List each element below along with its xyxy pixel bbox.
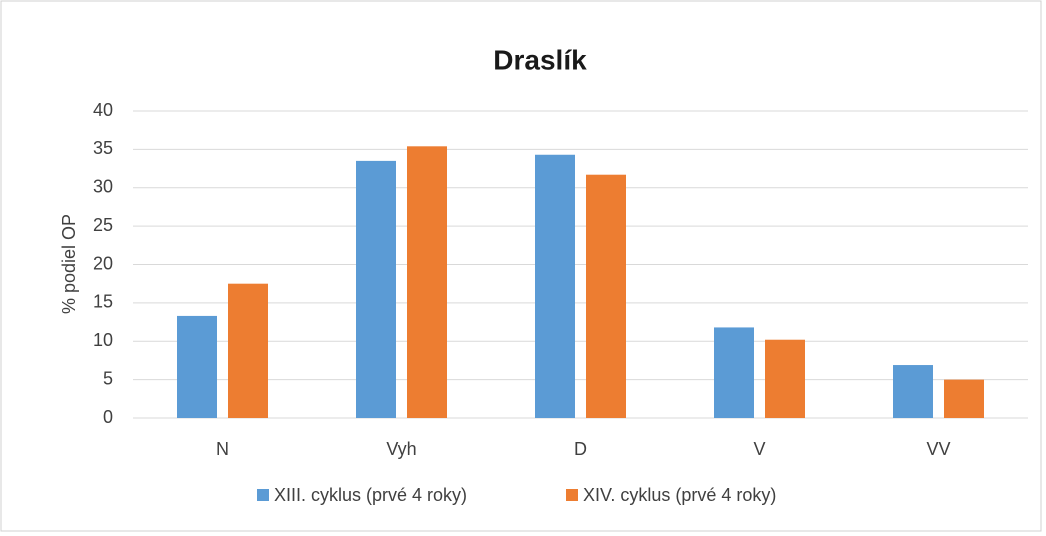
- y-tick-label: 35: [93, 138, 113, 158]
- x-tick-label: N: [216, 439, 229, 459]
- y-tick-label: 10: [93, 330, 113, 350]
- y-axis-label: % podiel OP: [59, 214, 79, 314]
- legend-label: XIV. cyklus (prvé 4 roky): [583, 485, 776, 505]
- legend-swatch: [566, 489, 578, 501]
- y-tick-label: 25: [93, 215, 113, 235]
- y-tick-label: 20: [93, 253, 113, 273]
- legend-label: XIII. cyklus (prvé 4 roky): [274, 485, 467, 505]
- chart-title: Draslík: [493, 44, 587, 75]
- bar: [228, 283, 268, 418]
- bar: [177, 315, 217, 418]
- bar: [407, 146, 447, 418]
- x-tick-label: D: [574, 439, 587, 459]
- bar: [535, 154, 575, 418]
- x-tick-label: Vyh: [386, 439, 416, 459]
- bar: [586, 174, 626, 418]
- y-tick-label: 5: [103, 368, 113, 388]
- bar: [765, 339, 805, 418]
- x-tick-label: V: [753, 439, 765, 459]
- legend-swatch: [257, 489, 269, 501]
- y-tick-label: 15: [93, 292, 113, 312]
- x-tick-label: VV: [926, 439, 950, 459]
- bar: [893, 365, 933, 418]
- bar: [356, 160, 396, 418]
- y-tick-label: 30: [93, 177, 113, 197]
- bar: [714, 327, 754, 418]
- y-tick-label: 40: [93, 100, 113, 120]
- bar: [944, 379, 984, 418]
- y-tick-label: 0: [103, 407, 113, 427]
